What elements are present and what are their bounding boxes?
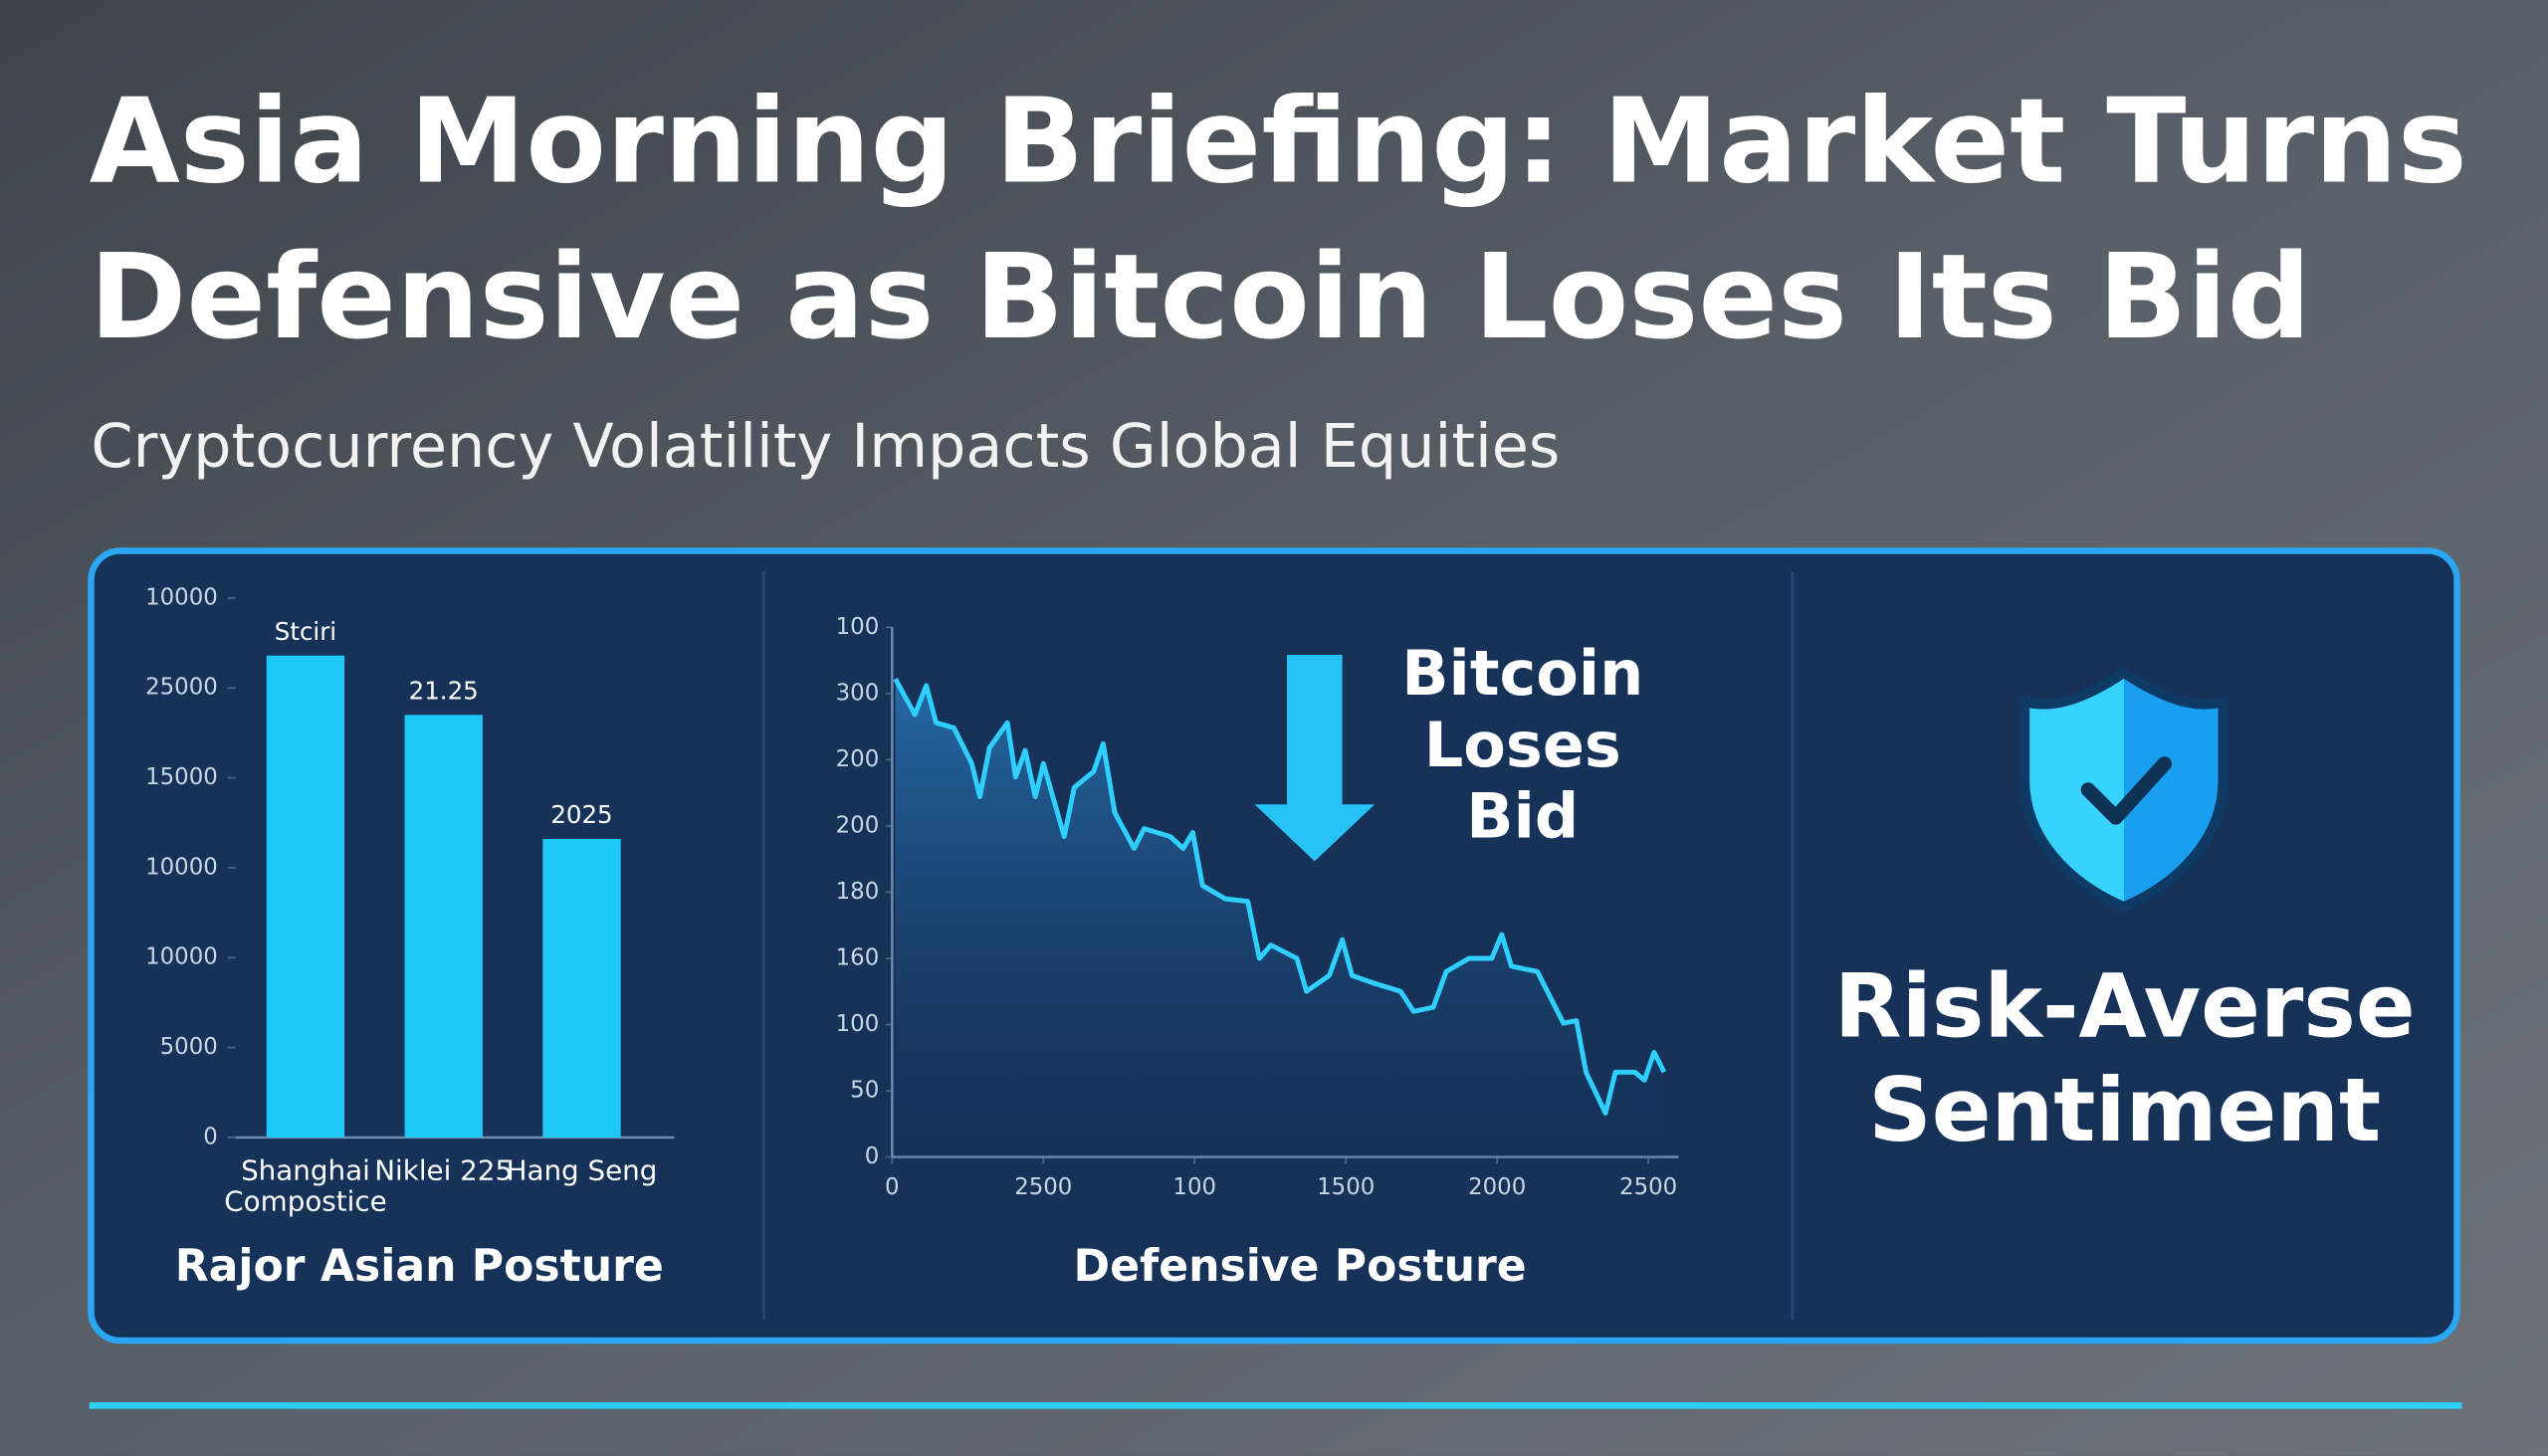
x-tick-label: 100 — [1172, 1174, 1216, 1200]
line-series — [893, 678, 1667, 1117]
annotation: Bid — [1466, 780, 1579, 853]
title-line: Asia Morning Briefing: Market Turns — [90, 73, 2467, 209]
bar-annotation: 2025 — [550, 800, 612, 829]
y-tick-label: 180 — [836, 879, 880, 905]
bar — [404, 715, 483, 1138]
y-tick-label: 50 — [850, 1077, 879, 1103]
x-tick-box: Shanghai Compostice — [224, 1156, 387, 1219]
bar — [542, 838, 621, 1138]
check-icon — [2080, 756, 2173, 825]
shield-icon — [2019, 667, 2229, 913]
y-tick-label: 10000 — [145, 584, 218, 610]
y-tick-label: 100 — [836, 1011, 880, 1037]
bar — [266, 655, 345, 1138]
x-tick-label: 0 — [885, 1174, 900, 1200]
y-tick-label: 15000 — [145, 764, 218, 790]
sentiment: Risk-Averse Sentiment — [1833, 955, 2416, 1162]
x-tick-label: Shanghai Compostice — [224, 1156, 387, 1219]
y-tick-label: 100 — [836, 614, 880, 640]
y-tick-label: 300 — [836, 680, 880, 706]
line-area — [895, 679, 1664, 1157]
title-line: Defensive as Bitcoin Loses Its Bid — [90, 229, 2311, 365]
y-tick-label: 0 — [203, 1124, 218, 1149]
y-tick-label: 25000 — [145, 675, 218, 701]
annotation: Loses — [1424, 709, 1621, 781]
x-tick-label: 2000 — [1468, 1174, 1526, 1200]
y-tick-label: 200 — [836, 746, 880, 772]
down-arrow — [1254, 655, 1376, 862]
bar-annotation: Stciri — [275, 617, 336, 646]
x-tick-box: Niklei 225 — [374, 1156, 514, 1188]
bar-annotation: 21.25 — [409, 676, 479, 705]
chart-title: Defensive Posture — [1074, 1241, 1527, 1292]
x-tick-label: Niklei 225 — [374, 1156, 514, 1188]
y-tick-label: 10000 — [145, 944, 218, 970]
sentiment-box: Risk-Averse Sentiment — [1833, 955, 2416, 1162]
y-tick-label: 0 — [865, 1144, 880, 1169]
y-tick-label: 10000 — [145, 854, 218, 880]
subtitle: Cryptocurrency Volatility Impacts Global… — [91, 412, 1560, 482]
chart-title: Rajor Asian Posture — [175, 1241, 664, 1292]
x-tick-label: 1500 — [1317, 1174, 1375, 1200]
x-tick-label: 2500 — [1014, 1174, 1072, 1200]
y-tick-label: 5000 — [160, 1034, 218, 1060]
y-tick-label: 160 — [836, 944, 880, 970]
x-tick-label: Hang Seng — [506, 1156, 658, 1188]
annotation: Bitcoin — [1401, 637, 1643, 710]
x-tick-box: Hang Seng — [506, 1156, 658, 1188]
y-tick-label: 200 — [836, 812, 880, 838]
x-tick-label: 2500 — [1619, 1174, 1677, 1200]
